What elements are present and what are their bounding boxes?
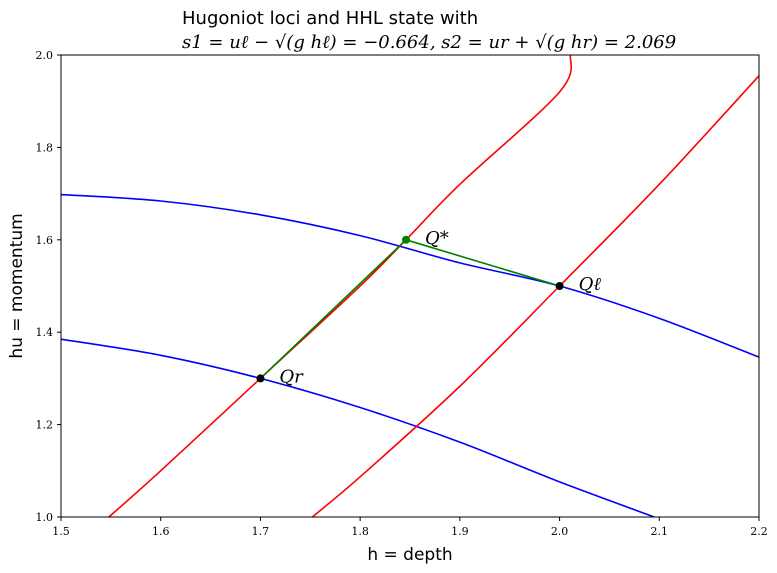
x-tick-label: 2.2 (750, 525, 768, 538)
hugoniot-curve-1 (61, 338, 655, 517)
x-tick-label: 1.7 (252, 525, 270, 538)
y-tick-label: 2.0 (36, 49, 54, 62)
state-point-2 (402, 235, 411, 244)
x-tick-label: 1.8 (351, 525, 369, 538)
x-axis-label: h = depth (367, 545, 452, 565)
y-axis-label: hu = momentum (7, 213, 27, 358)
state-point-0 (256, 374, 265, 383)
state-label-0: Qr (279, 366, 304, 387)
state-label-2: Q* (425, 228, 449, 249)
x-tick-label: 2.0 (551, 525, 569, 538)
x-tick-label: 1.9 (451, 525, 469, 538)
state-label-1: Qℓ (579, 274, 602, 295)
x-tick-label: 1.6 (152, 525, 170, 538)
hugoniot-curve-3 (311, 75, 759, 517)
connector-line-4 (259, 238, 560, 379)
y-tick-label: 1.8 (36, 141, 54, 154)
x-tick-label: 2.1 (651, 525, 669, 538)
hugoniot-curve-2 (108, 55, 573, 517)
y-tick-label: 1.4 (36, 326, 54, 339)
chart-subtitle: s1 = uℓ − √(g hℓ) = −0.664, s2 = ur + √(… (182, 32, 676, 53)
y-tick-label: 1.6 (36, 234, 54, 247)
y-tick-label: 1.0 (36, 511, 54, 524)
y-tick-label: 1.2 (36, 419, 54, 432)
x-tick-label: 1.5 (52, 525, 70, 538)
state-point-1 (555, 282, 564, 290)
axes-frame (60, 54, 760, 518)
chart-title: Hugoniot loci and HHL state with (182, 8, 478, 29)
hugoniot-curve-0 (61, 193, 759, 358)
